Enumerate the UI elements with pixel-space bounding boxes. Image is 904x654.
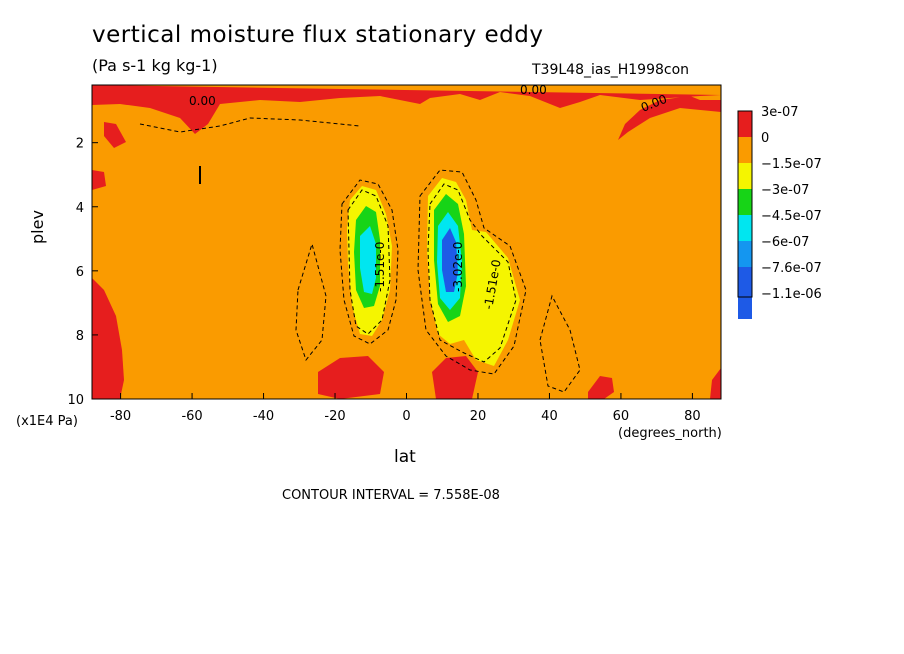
positive-top-band <box>92 85 721 140</box>
legend-swatch <box>738 137 752 163</box>
positive-small-left <box>104 122 126 148</box>
legend-swatch <box>738 163 752 189</box>
y-axis-unit: (x1E4 Pa) <box>16 414 78 429</box>
contour-label-2: 0.00 <box>520 83 547 97</box>
y-axis-ticks: 2 4 6 8 10 <box>67 137 98 408</box>
field-background <box>92 85 721 399</box>
positive-blob-1 <box>318 356 384 399</box>
contour-label-6: -3.02e-0 <box>451 242 465 292</box>
contour-north-inner <box>427 183 517 363</box>
run-label: T39L48_ias_H1998con <box>532 62 690 78</box>
contour-east <box>539 294 581 393</box>
legend-swatch <box>738 267 752 293</box>
y-axis-label: plev <box>28 210 47 244</box>
x-axis-label: lat <box>394 447 416 467</box>
legend-label: −7.6e-07 <box>761 261 822 276</box>
y-tick-label: 10 <box>67 393 84 408</box>
positive-south-surface <box>92 278 124 399</box>
contour-interval: CONTOUR INTERVAL = 7.558E-08 <box>282 488 500 503</box>
contour-north-outer <box>417 169 527 375</box>
legend-label: −1.5e-07 <box>761 157 822 172</box>
x-tick-label: 80 <box>684 409 701 424</box>
contour-south-outer <box>339 179 399 345</box>
legend-label: 0 <box>761 131 769 146</box>
dashed-contours <box>139 117 581 393</box>
color-legend: 3e-07 0 −1.5e-07 −3e-07 −4.5e-07 −6e-07 −7.6e-… <box>737 105 822 319</box>
contour-field: 0.00 0.00 0.00 -1.51e-0 -1.51e-0 -3.02e-… <box>92 83 721 399</box>
x-tick-label: -20 <box>324 409 345 424</box>
legend-label: 3e-07 <box>761 105 799 120</box>
positive-blob-3 <box>588 376 614 399</box>
positive-small-left2 <box>92 170 106 190</box>
legend-swatch <box>738 189 752 215</box>
x-tick-label: 60 <box>613 409 630 424</box>
x-tick-label: 40 <box>541 409 558 424</box>
x-tick-label: 0 <box>402 409 410 424</box>
legend-swatch <box>738 293 752 319</box>
y-tick-label: 2 <box>76 137 84 152</box>
legend-label: −4.5e-07 <box>761 209 822 224</box>
x-tick-label: -60 <box>181 409 202 424</box>
y-tick-label: 4 <box>76 201 84 216</box>
contour-label-4: -1.51e-0 <box>373 242 387 292</box>
y-tick-label: 8 <box>76 329 84 344</box>
legend-swatch <box>738 215 752 241</box>
positive-blob-4 <box>710 368 721 399</box>
x-axis-unit: (degrees_north) <box>618 426 722 441</box>
chart-title: vertical moisture flux stationary eddy <box>92 22 544 48</box>
legend-label: −3e-07 <box>761 183 809 198</box>
legend-swatch <box>738 241 752 267</box>
x-tick-label: 20 <box>470 409 487 424</box>
contour-label-1: 0.00 <box>189 94 216 108</box>
legend-label: −1.1e-06 <box>761 287 822 302</box>
legend-frame <box>737 110 753 298</box>
northern-blue <box>442 228 458 292</box>
x-tick-label: -80 <box>110 409 131 424</box>
legend-swatch <box>738 111 752 137</box>
y-tick-label: 6 <box>76 265 84 280</box>
positive-blob-2 <box>432 356 478 399</box>
contour-south-inner <box>347 189 391 335</box>
contour-west <box>295 242 327 362</box>
legend-label: −6e-07 <box>761 235 809 250</box>
chart-units: (Pa s-1 kg kg-1) <box>92 56 218 75</box>
southern-cyan <box>360 226 376 294</box>
x-axis-ticks: -80 -60 -40 -20 0 20 40 60 80 <box>110 393 701 424</box>
x-tick-label: -40 <box>253 409 274 424</box>
